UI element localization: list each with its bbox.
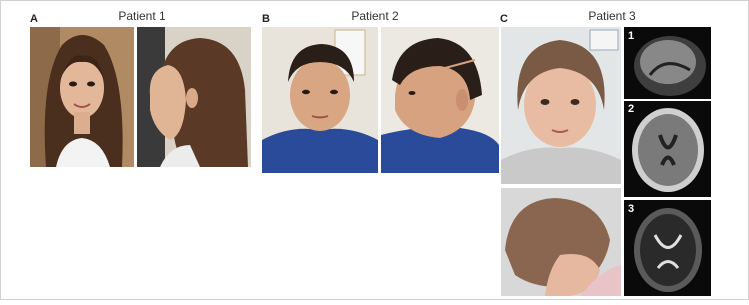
photo-front-shape [73, 103, 91, 108]
photo-front-shape [501, 147, 621, 184]
mri-label: 3 [628, 203, 634, 215]
panel-title: Patient 3 [588, 9, 636, 23]
photo-front-shape [87, 81, 95, 87]
photo-profile [137, 27, 251, 167]
mri-label: 2 [628, 103, 634, 115]
photo-profile-shape [392, 38, 482, 100]
photo-profile-shape [149, 65, 186, 140]
mri-image-shape [648, 62, 691, 76]
mri-image-shape [640, 40, 696, 84]
photo-profile-shape [580, 265, 621, 296]
mri-image [624, 27, 711, 99]
photo-front-shape [290, 59, 350, 131]
mri-image-shape [658, 134, 678, 166]
panel-title: Patient 2 [351, 9, 399, 23]
photo-front-shape [570, 99, 580, 105]
photo-profile-shape [160, 145, 200, 167]
photo-front-shape [74, 112, 90, 134]
photo-front [30, 27, 134, 167]
photo-profile-shape [381, 127, 499, 173]
photo-front-shape [60, 55, 104, 80]
mri-label: 1 [628, 30, 634, 42]
panel-letter: A [30, 13, 38, 25]
photo-front-shape [589, 29, 619, 51]
photo-front-shape [60, 58, 104, 118]
photo-front-shape [524, 63, 596, 147]
photo-profile-shape [444, 59, 476, 69]
mri-image [624, 200, 711, 296]
photo-profile-shape [395, 50, 475, 138]
panel-title: Patient 1 [118, 9, 166, 23]
photo-profile [381, 27, 499, 173]
photo-front-shape [262, 128, 378, 173]
photo-front-shape [288, 44, 354, 82]
photo-front-shape [330, 89, 338, 95]
photo-profile [501, 188, 621, 296]
photo-front-shape [69, 81, 77, 87]
photo-profile-shape [408, 91, 416, 95]
panel-letter: C [500, 13, 508, 25]
photo-profile-shape [186, 88, 198, 108]
photo-front-shape [311, 115, 329, 119]
mri-image-shape [640, 214, 696, 286]
photo-front-shape [302, 89, 310, 95]
photo-front-shape [551, 129, 569, 133]
photo-front [501, 27, 621, 184]
photo-front [262, 27, 378, 173]
photo-front-shape [540, 99, 550, 105]
photo-profile-shape [456, 89, 468, 111]
photo-front-shape [56, 138, 110, 167]
mri-image-shape [638, 114, 698, 186]
photo-front-shape [517, 40, 605, 110]
panel-letter: B [262, 13, 270, 25]
mri-image [624, 101, 711, 197]
photo-profile-shape [545, 254, 600, 296]
photo-profile-shape [160, 38, 248, 167]
mri-image-shape [653, 234, 683, 269]
